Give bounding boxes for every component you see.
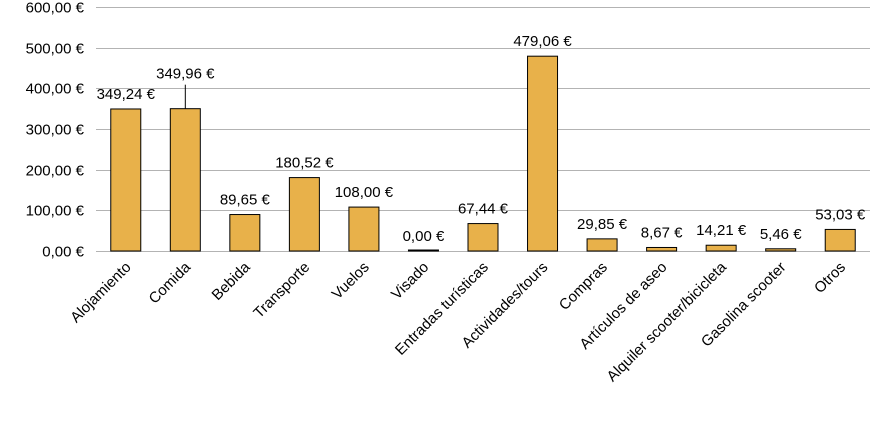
x-category-label: Visado	[388, 259, 432, 303]
bar	[528, 56, 558, 251]
bar	[289, 178, 319, 251]
y-tick-label: 0,00 €	[42, 244, 84, 261]
bar	[825, 229, 855, 251]
data-label: 479,06 €	[513, 33, 572, 50]
x-category-label: Vuelos	[329, 259, 373, 303]
x-category-label: Bebida	[209, 258, 255, 304]
data-label: 8,67 €	[641, 224, 683, 241]
y-axis-tick-labels: 0,00 € 100,00 € 200,00 € 300,00 € 400,00 € 50…	[26, 0, 85, 261]
data-label: 89,65 €	[220, 192, 271, 209]
data-label: 349,24 €	[97, 86, 156, 103]
x-category-label: Compras	[556, 259, 611, 314]
bar	[468, 224, 498, 251]
data-label: 108,00 €	[335, 184, 394, 201]
data-label: 53,03 €	[815, 206, 866, 223]
data-label: 180,52 €	[275, 155, 334, 172]
y-tick-label: 400,00 €	[26, 81, 85, 98]
data-label: 0,00 €	[403, 228, 445, 245]
y-tick-label: 300,00 €	[26, 122, 85, 139]
y-tick-label: 600,00 €	[26, 0, 85, 17]
y-tick-label: 200,00 €	[26, 163, 85, 180]
y-tick-label: 100,00 €	[26, 203, 85, 220]
y-tick-label: 500,00 €	[26, 41, 85, 58]
bar	[647, 247, 677, 251]
bar	[408, 250, 438, 251]
x-category-label: Otros	[811, 259, 849, 297]
data-label: 14,21 €	[696, 222, 747, 239]
data-label: 349,96 €	[156, 66, 215, 83]
x-category-label: Comida	[146, 258, 195, 307]
x-category-label: Alquiler scooter/bicicleta	[604, 258, 731, 385]
data-label: 5,46 €	[760, 226, 802, 243]
bar	[587, 239, 617, 251]
data-labels: 349,24 €349,96 € 89,65 € 180,52 €108,00 € 0…	[97, 33, 866, 245]
bar	[111, 109, 141, 251]
data-label: 67,44 €	[458, 201, 509, 218]
bar	[349, 207, 379, 251]
data-label: 29,85 €	[577, 216, 628, 233]
x-category-label: Transporte	[250, 259, 313, 322]
x-category-label: Alojamiento	[67, 259, 134, 326]
bar	[230, 215, 260, 251]
bar	[766, 249, 796, 251]
bar	[706, 245, 736, 251]
bar	[170, 109, 200, 251]
